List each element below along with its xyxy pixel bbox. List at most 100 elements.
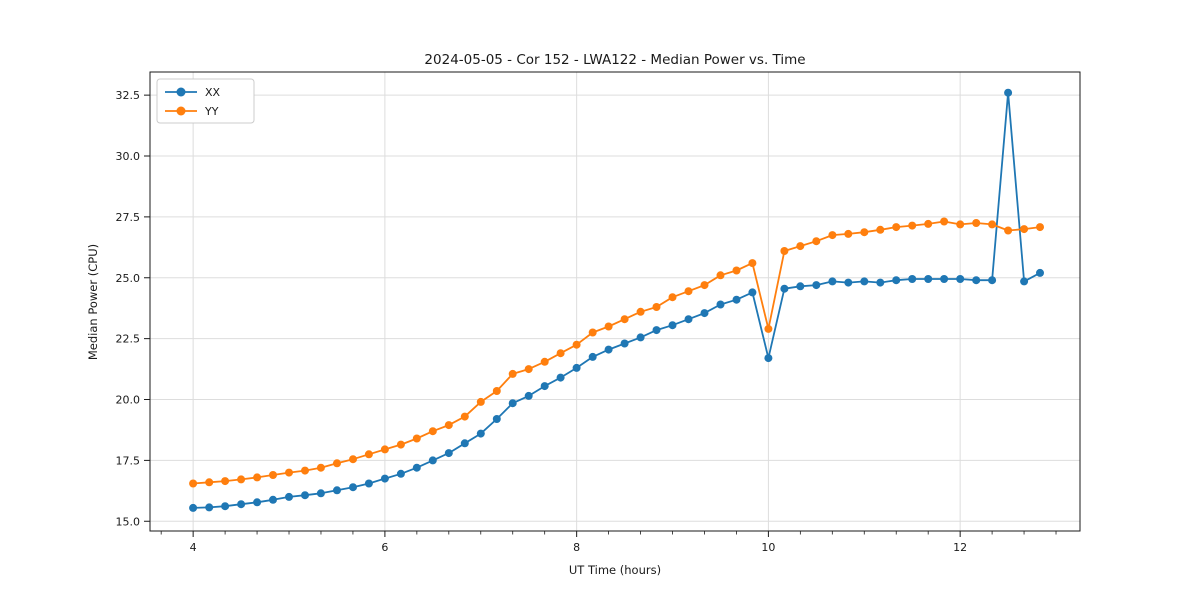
data-point-YY	[732, 266, 741, 275]
data-point-YY	[508, 369, 517, 378]
data-point-XX	[892, 276, 901, 285]
y-tick-label: 30.0	[116, 150, 141, 163]
data-point-YY	[604, 322, 613, 331]
data-point-YY	[1020, 225, 1029, 234]
y-tick-label: 20.0	[116, 394, 141, 407]
data-point-YY	[844, 229, 853, 238]
data-point-YY	[221, 477, 230, 486]
data-point-XX	[860, 277, 869, 286]
data-point-YY	[269, 471, 277, 479]
y-tick-label: 25.0	[116, 272, 141, 285]
data-point-YY	[588, 328, 597, 337]
data-point-XX	[780, 284, 789, 293]
data-point-YY	[780, 247, 789, 255]
y-tick-label: 15.0	[116, 515, 141, 528]
data-point-XX	[924, 275, 933, 283]
data-point-YY	[380, 445, 389, 454]
data-point-XX	[380, 474, 389, 483]
data-point-XX	[588, 352, 597, 361]
data-point-XX	[492, 415, 501, 423]
legend-entry-XX: XX	[205, 86, 221, 99]
data-point-XX	[812, 281, 821, 290]
data-point-XX	[1036, 268, 1044, 277]
data-point-XX	[940, 275, 949, 283]
data-point-YY	[620, 315, 629, 324]
series-line-YY	[193, 220, 1041, 485]
data-point-YY	[652, 303, 661, 311]
data-point-XX	[364, 479, 373, 488]
data-point-XX	[972, 276, 981, 285]
data-point-YY	[748, 259, 757, 268]
data-point-XX	[253, 498, 262, 507]
data-point-YY	[764, 324, 773, 333]
data-point-XX	[844, 278, 853, 287]
data-point-YY	[940, 217, 949, 226]
data-point-YY	[316, 463, 325, 472]
data-point-XX	[668, 321, 677, 330]
axis-ticks: 4 6 8 10 12 15.0 17.5 20.0 22.5 25.0 27.5 30.0 32.5	[116, 89, 1057, 554]
data-point-YY	[540, 357, 549, 366]
data-point-XX	[604, 345, 613, 354]
data-point-XX	[476, 429, 485, 438]
data-point-XX	[620, 339, 629, 348]
x-tick-label: 6	[381, 541, 388, 554]
data-point-YY	[684, 287, 693, 296]
data-point-YY	[285, 468, 293, 477]
data-point-XX	[221, 502, 230, 511]
y-tick-label: 32.5	[116, 89, 141, 102]
data-point-XX	[796, 282, 805, 291]
y-axis-label: Median Power (CPU)	[86, 244, 100, 360]
data-point-XX	[189, 503, 198, 512]
data-point-YY	[812, 237, 821, 246]
data-point-XX	[764, 354, 773, 363]
data-point-XX	[396, 469, 405, 478]
data-point-YY	[636, 307, 645, 316]
x-tick-label: 12	[953, 541, 967, 554]
data-point-YY	[716, 271, 725, 280]
data-point-YY	[428, 427, 437, 436]
y-tick-label: 22.5	[116, 333, 141, 346]
data-point-XX	[652, 326, 661, 335]
data-point-YY	[668, 293, 677, 302]
legend-marker-sample	[176, 106, 186, 116]
data-point-YY	[237, 475, 246, 484]
data-point-YY	[876, 225, 885, 234]
data-point-YY	[364, 450, 373, 459]
data-point-XX	[828, 277, 837, 286]
data-point-YY	[1036, 223, 1044, 232]
data-point-YY	[572, 340, 581, 349]
data-point-YY	[1004, 226, 1013, 235]
data-point-YY	[956, 220, 965, 229]
series-line-XX	[193, 91, 1041, 509]
data-point-XX	[540, 382, 549, 391]
data-point-XX	[285, 492, 293, 501]
data-point-XX	[349, 483, 357, 492]
data-point-YY	[700, 281, 709, 290]
legend-entry-YY: YY	[204, 105, 219, 118]
data-point-XX	[876, 278, 885, 287]
chart-title: 2024-05-05 - Cor 152 - LWA122 - Median P…	[424, 52, 805, 68]
data-point-XX	[700, 309, 709, 318]
data-point-XX	[1004, 88, 1013, 97]
data-point-XX	[1020, 277, 1029, 286]
data-point-YY	[972, 219, 981, 227]
data-point-YY	[444, 421, 453, 430]
data-point-YY	[253, 473, 262, 482]
data-point-YY	[412, 434, 421, 443]
x-tick-label: 10	[761, 541, 775, 554]
data-point-XX	[988, 276, 997, 285]
grid-lines	[150, 72, 1080, 531]
data-point-YY	[460, 412, 469, 421]
data-point-XX	[556, 373, 565, 382]
x-axis-label: UT Time (hours)	[569, 563, 661, 577]
data-point-XX	[444, 449, 453, 458]
y-tick-label: 17.5	[116, 454, 141, 467]
x-tick-label: 4	[190, 541, 197, 554]
data-point-XX	[301, 491, 309, 500]
data-point-XX	[572, 363, 581, 372]
data-point-YY	[349, 455, 357, 464]
data-point-YY	[988, 220, 997, 229]
data-point-XX	[508, 399, 517, 408]
data-point-YY	[205, 478, 214, 487]
